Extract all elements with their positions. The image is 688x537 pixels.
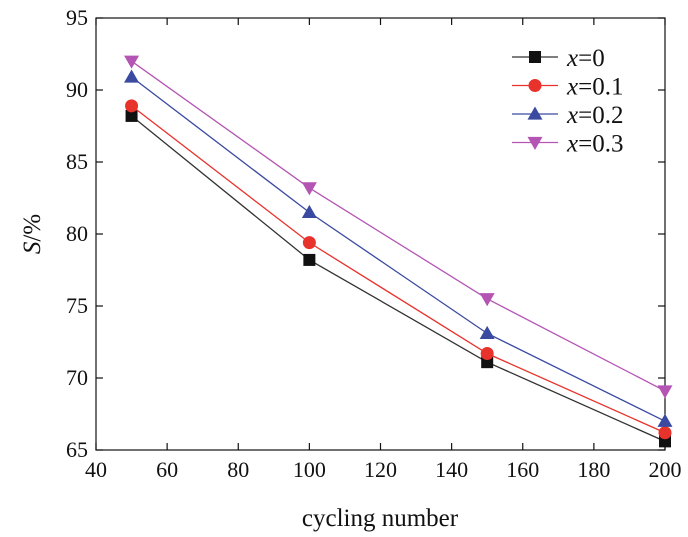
- legend-label: x=0: [566, 45, 605, 72]
- y-tick-label: 75: [66, 293, 88, 318]
- data-point: [657, 385, 673, 399]
- x-tick-label: 160: [506, 457, 539, 482]
- legend: x=0x=0.1x=0.2x=0.3: [512, 45, 623, 158]
- series-0: [125, 109, 671, 448]
- y-tick-label: 70: [66, 365, 88, 390]
- legend-item: x=0: [512, 45, 605, 72]
- x-axis-title: cycling number: [302, 505, 459, 532]
- legend-label: x=0.2: [566, 102, 623, 129]
- y-tick-label: 95: [66, 5, 88, 30]
- x-tick-label: 200: [649, 457, 682, 482]
- data-point: [124, 55, 140, 69]
- x-tick-label: 140: [435, 457, 468, 482]
- data-point: [657, 413, 673, 427]
- legend-label: x=0.1: [566, 74, 623, 101]
- data-point: [301, 182, 317, 196]
- legend-marker: [529, 51, 541, 63]
- data-point: [125, 99, 139, 113]
- legend-label-var: x: [566, 131, 578, 158]
- data-point: [479, 325, 495, 339]
- series-3: [124, 55, 673, 399]
- x-tick-label: 180: [577, 457, 610, 482]
- data-point: [302, 236, 316, 250]
- series-line: [131, 76, 666, 422]
- x-tick-label: 80: [227, 457, 249, 482]
- x-tick-label: 40: [85, 457, 107, 482]
- legend-label-var: x: [566, 74, 578, 101]
- legend-marker: [527, 136, 543, 150]
- y-axis-title-unit: /%: [19, 214, 46, 242]
- legend-marker: [527, 106, 543, 120]
- legend-label: x=0.3: [566, 131, 623, 158]
- y-axis-title-var: S: [19, 241, 46, 254]
- x-tick-label: 100: [293, 457, 326, 482]
- series-line: [131, 115, 666, 442]
- x-tick-label: 60: [156, 457, 178, 482]
- legend-label-var: x: [566, 45, 578, 72]
- y-axis-title: S/%: [19, 214, 46, 254]
- legend-item: x=0.3: [512, 131, 623, 158]
- series-line: [131, 60, 666, 392]
- series-line: [131, 105, 666, 434]
- data-point: [480, 347, 494, 361]
- legend-label-value: =0.1: [578, 74, 623, 101]
- legend-marker: [528, 79, 542, 92]
- y-tick-label: 80: [66, 221, 88, 246]
- legend-item: x=0.1: [512, 74, 623, 101]
- series-1: [125, 99, 672, 440]
- x-axis-ticks: 40 60 80 100 120 140 160 180 200: [85, 18, 682, 482]
- legend-label-value: =0: [578, 45, 605, 72]
- data-point: [301, 204, 317, 219]
- y-tick-label: 85: [66, 149, 88, 174]
- legend-label-value: =0.3: [578, 131, 623, 158]
- data-point: [124, 69, 140, 83]
- data-point: [125, 109, 138, 122]
- y-tick-label: 65: [66, 437, 88, 462]
- data-point: [479, 293, 495, 307]
- legend-label-value: =0.2: [578, 102, 623, 129]
- series-layer: [124, 55, 673, 448]
- data-point: [658, 426, 672, 440]
- data-point: [303, 253, 316, 266]
- legend-label-var: x: [566, 102, 578, 129]
- series-2: [124, 69, 673, 427]
- x-tick-label: 120: [364, 457, 397, 482]
- y-axis-ticks: 65 70 75 80 85 90 95: [66, 5, 665, 462]
- y-tick-label: 90: [66, 77, 88, 102]
- legend-item: x=0.2: [512, 102, 623, 129]
